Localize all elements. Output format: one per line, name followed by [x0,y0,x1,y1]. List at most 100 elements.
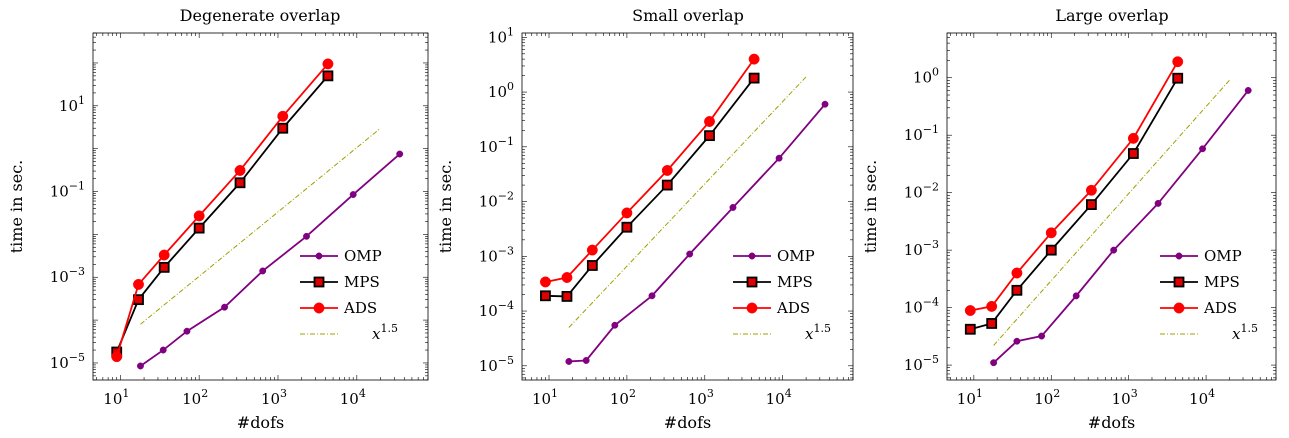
x-tick-label: 104 [766,387,792,408]
data-point [565,358,573,365]
legend: OMP MPS ADS x1.5 [1160,247,1258,343]
series-line [993,89,1249,364]
series-mps [540,72,760,302]
series-x15 [568,76,807,328]
chart-panel-1: Degenerate overlap 101 102 103 104 10−5 10−3 10… [7,6,429,432]
series-x15 [140,127,381,325]
x-tick-label: 103 [688,387,714,408]
tick-exponent: −1 [69,180,85,193]
data-point [704,116,715,127]
plot-frame [521,32,854,381]
legend-exponent: 1.5 [380,322,398,335]
tick-exponent: 4 [359,387,366,400]
series-line [568,76,807,328]
data-point [661,165,673,176]
series-line [568,103,826,363]
tick-exponent: 2 [629,387,636,400]
series-line [115,75,329,353]
data-point [1045,244,1057,256]
legend-label: ADS [776,299,810,317]
x-tick-label: 102 [1034,387,1060,408]
series-omp [565,100,829,365]
data-point [234,165,246,176]
legend-label: ADS [343,299,377,317]
data-point [234,177,246,189]
data-point [561,272,573,283]
series-line [115,63,329,357]
tick-exponent: 1 [78,94,85,107]
x-tick-label: 101 [103,387,129,408]
data-point [561,291,573,302]
y-tick-label: 10−1 [479,135,514,156]
tick-exponent: 0 [932,66,939,79]
y-tick-label: 10−2 [904,181,939,202]
data-point [986,300,998,312]
legend-marker [1173,302,1185,314]
legend-label: x1.5 [372,322,398,343]
tick-exponent: −2 [498,190,514,203]
data-point [349,191,357,198]
x-axis-label: #dofs [664,413,711,432]
data-point [964,305,976,316]
data-point [748,53,760,65]
tick-exponent: 2 [201,387,208,400]
data-point [193,210,205,222]
data-point [661,179,673,191]
tick-exponent: −4 [923,296,939,309]
data-point [1154,199,1162,207]
y-axis-label: time in sec. [436,160,455,254]
legend-marker [1175,252,1183,260]
series-mps [964,72,1184,335]
series-line [139,153,401,367]
x-tick-label: 103 [1112,387,1138,408]
tick-exponent: 1 [507,25,514,38]
tick-exponent: −5 [69,351,85,364]
legend-marker [748,252,756,260]
tick-exponent: 1 [551,387,558,400]
legend-exponent: 1.5 [1240,322,1258,335]
y-tick-label: 101 [59,94,85,115]
legend-marker [315,252,323,260]
y-tick-label: 10−2 [479,190,514,211]
tick-exponent: −3 [69,265,85,278]
series-line [140,127,381,325]
legend-marker [313,302,325,314]
legend-marker [746,302,758,314]
data-point [159,346,167,354]
legend-label: ADS [1203,299,1237,317]
data-point [1085,184,1097,196]
data-point [1013,337,1021,345]
data-point [1172,72,1184,84]
data-point [137,362,144,370]
data-point [990,359,998,367]
legend: OMP MPS ADS x1.5 [733,247,831,343]
y-tick-label: 10−3 [904,238,939,259]
series-line [545,77,755,298]
legend-label: OMP [1204,247,1242,265]
tick-exponent: −4 [498,299,514,312]
chart-title: Small overlap [632,6,744,25]
data-point [621,207,633,219]
x-tick-label: 104 [340,387,366,408]
data-point [322,58,334,70]
tick-exponent: 2 [1053,387,1060,400]
tick-exponent: 3 [707,387,714,400]
data-point [193,222,205,234]
tick-exponent: 3 [1131,387,1138,400]
legend-marker [313,276,325,288]
data-point [964,323,976,335]
legend-label: OMP [777,247,815,265]
data-point [1199,145,1206,153]
data-point [1244,87,1252,94]
data-point [611,321,619,329]
y-axis-label: time in sec. [7,160,26,254]
data-point [1127,132,1139,144]
data-point [322,70,334,82]
data-point [183,327,191,335]
series-ads [111,58,334,363]
data-point [821,100,829,108]
y-tick-label: 10−1 [50,180,85,201]
y-tick-label: 101 [488,25,514,46]
data-point [1011,284,1023,296]
